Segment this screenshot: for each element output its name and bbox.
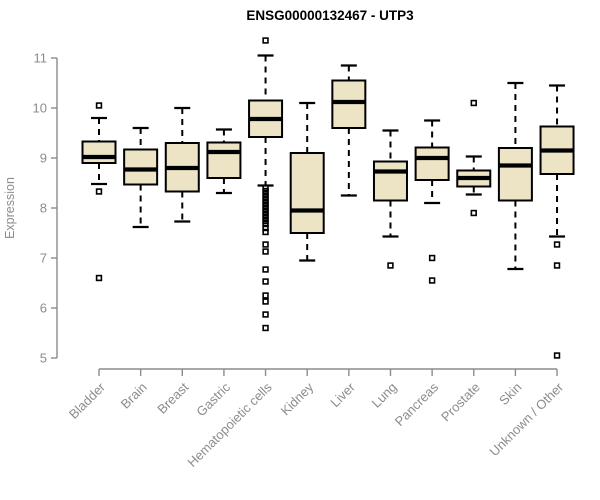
x-tick-label: Lung [369,380,400,411]
outlier-point [262,324,269,332]
outlier-point [95,274,103,282]
outlier-point [387,262,394,269]
y-tick-label: 9 [40,151,47,166]
outlier-point [262,298,269,305]
y-tick-label: 8 [40,201,47,216]
outlier-point [95,102,103,109]
outlier-point [262,37,269,44]
x-tick-label: Prostate [438,380,483,425]
outlier-point [262,248,269,255]
outlier-point [553,352,561,359]
outlier-point [262,220,269,228]
iqr-box [289,152,325,234]
iqr-box [123,148,159,186]
outlier-point [470,99,477,107]
outlier-point [262,278,269,285]
outlier-point [470,209,477,217]
iqr-box [206,141,242,179]
x-tick-label: Bladder [66,379,109,422]
iqr-box [372,160,408,202]
x-tick-label: Breast [154,379,191,416]
y-tick-label: 5 [40,351,47,366]
iqr-box [497,147,533,202]
y-tick-label: 7 [40,251,47,266]
iqr-box [414,146,450,181]
x-tick-label: Brain [118,380,150,412]
x-tick-label: Pancreas [392,379,442,429]
outlier-point [262,224,269,232]
outlier-point [428,254,436,262]
outlier-point [262,228,269,236]
outlier-point [553,262,561,269]
x-tick-label: Kidney [278,379,317,418]
outlier-point [262,311,269,318]
outlier-point [262,241,269,248]
chart-title: ENSG00000132467 - UTP3 [246,8,414,23]
y-tick-label: 6 [40,301,47,316]
x-tick-label: Gastric [193,379,233,419]
y-axis-title: Expression [3,177,17,239]
outlier-point [262,266,269,273]
outlier-point [553,241,561,248]
y-tick-label: 11 [34,51,48,66]
outlier-point [428,277,436,284]
outlier-point [262,292,269,299]
x-tick-label: Liver [327,379,358,410]
x-tick-label: Unknown / Other [487,379,567,459]
outlier-point [95,188,103,195]
iqr-box [331,79,367,129]
iqr-box [81,140,117,164]
y-tick-label: 10 [33,101,47,116]
x-tick-label: Skin [496,380,524,408]
